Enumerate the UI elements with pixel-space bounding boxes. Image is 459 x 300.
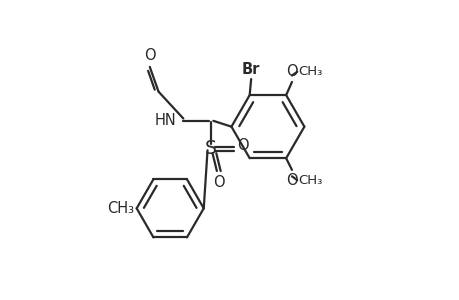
Text: O: O (236, 138, 248, 153)
Text: O: O (285, 173, 297, 188)
Text: HN: HN (154, 113, 176, 128)
Text: O: O (213, 175, 224, 190)
Text: CH₃: CH₃ (107, 201, 134, 216)
Text: CH₃: CH₃ (297, 174, 321, 187)
Text: O: O (144, 48, 155, 63)
Text: Br: Br (241, 62, 260, 77)
Text: S: S (205, 139, 217, 158)
Text: O: O (285, 64, 297, 79)
Text: CH₃: CH₃ (297, 65, 321, 78)
